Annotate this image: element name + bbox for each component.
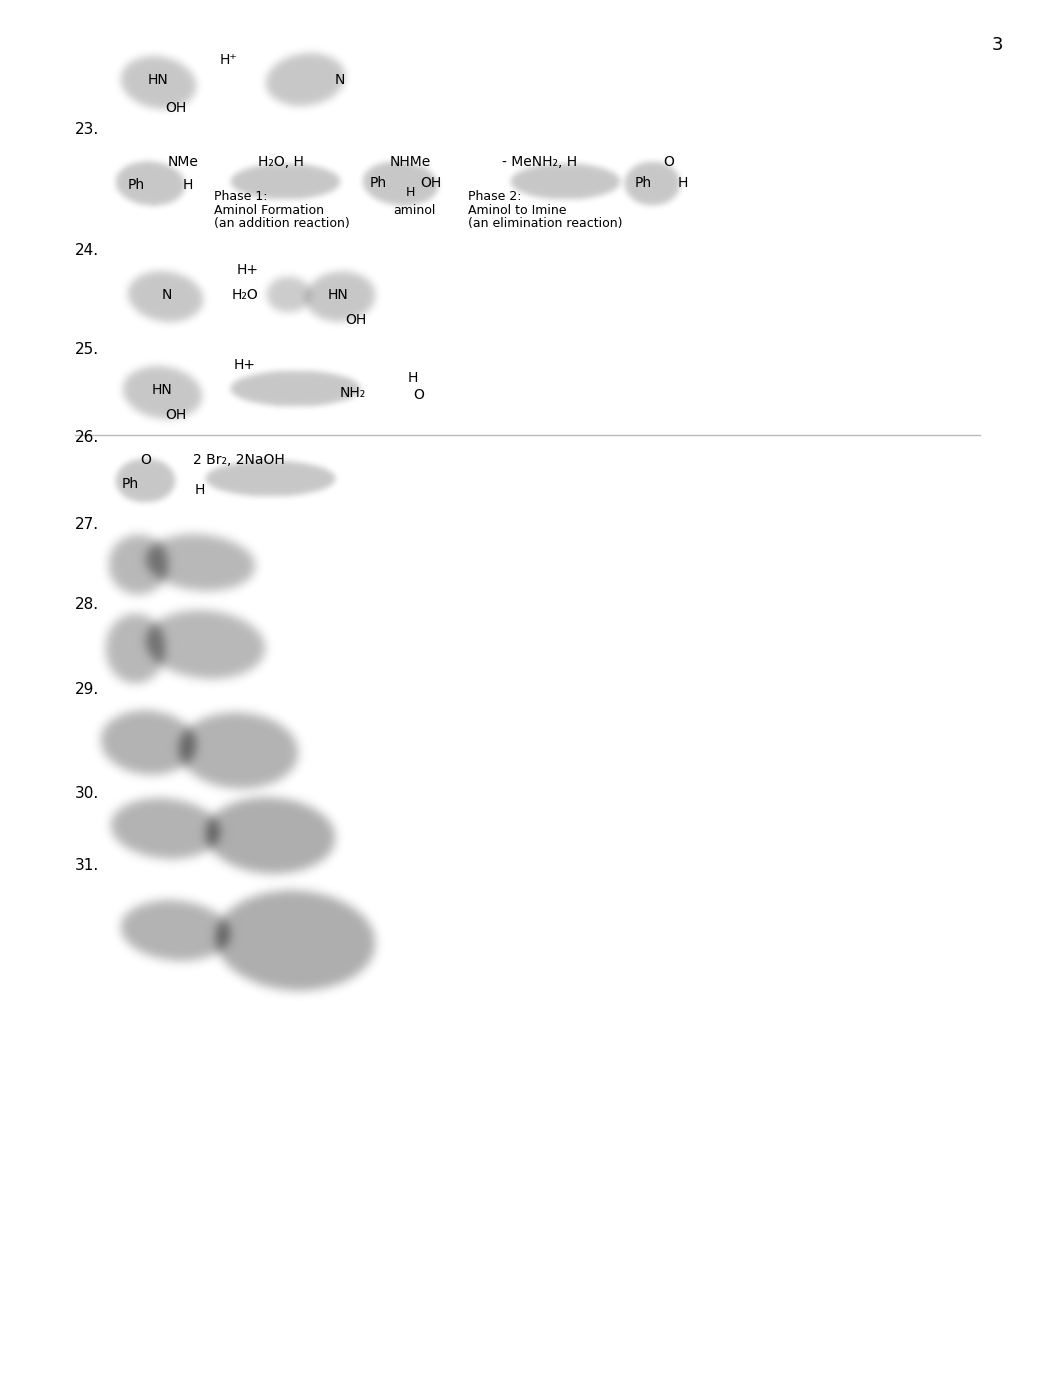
Text: OH: OH	[419, 176, 441, 190]
Text: N: N	[335, 73, 345, 87]
Text: 26.: 26.	[75, 430, 99, 445]
Text: H: H	[678, 176, 688, 190]
Text: H: H	[406, 186, 415, 198]
Text: (an elimination reaction): (an elimination reaction)	[468, 218, 622, 230]
Text: OH: OH	[165, 101, 186, 116]
Text: O: O	[140, 453, 151, 467]
Text: HN: HN	[152, 383, 173, 397]
Text: Ph: Ph	[129, 178, 145, 191]
Text: 28.: 28.	[75, 598, 99, 611]
Text: OH: OH	[165, 408, 186, 421]
Text: Aminol Formation: Aminol Formation	[215, 204, 324, 216]
Text: Aminol to Imine: Aminol to Imine	[468, 204, 566, 216]
Text: H⁺: H⁺	[220, 52, 238, 67]
Text: H₂O, H: H₂O, H	[258, 156, 304, 169]
Text: N: N	[162, 288, 172, 302]
Text: H+: H+	[234, 358, 256, 372]
Text: HN: HN	[328, 288, 348, 302]
Text: Ph: Ph	[635, 176, 652, 190]
Text: 29.: 29.	[75, 682, 99, 697]
Text: 2 Br₂, 2NaOH: 2 Br₂, 2NaOH	[193, 453, 285, 467]
Text: H: H	[195, 483, 205, 497]
Text: HN: HN	[148, 73, 169, 87]
Text: - MeNH₂, H: - MeNH₂, H	[502, 156, 577, 169]
Text: 24.: 24.	[75, 242, 99, 257]
Text: aminol: aminol	[393, 204, 435, 216]
Text: 31.: 31.	[75, 858, 99, 873]
Text: OH: OH	[345, 313, 366, 326]
Text: H₂O: H₂O	[232, 288, 259, 302]
Text: NH₂: NH₂	[340, 386, 366, 399]
Text: NHMe: NHMe	[390, 156, 431, 169]
Text: 3: 3	[991, 36, 1003, 54]
Text: H: H	[183, 178, 193, 191]
Text: O: O	[663, 156, 674, 169]
Text: Phase 1:: Phase 1:	[215, 190, 268, 202]
Text: H+: H+	[237, 263, 259, 277]
Text: H: H	[408, 370, 418, 386]
Text: 25.: 25.	[75, 341, 99, 357]
Text: Ph: Ph	[122, 476, 139, 492]
Text: Phase 2:: Phase 2:	[468, 190, 521, 202]
Text: NMe: NMe	[168, 156, 199, 169]
Text: (an addition reaction): (an addition reaction)	[215, 218, 349, 230]
Text: 23.: 23.	[75, 123, 99, 136]
Text: Ph: Ph	[370, 176, 388, 190]
Text: 30.: 30.	[75, 786, 99, 801]
Text: O: O	[413, 388, 424, 402]
Text: 27.: 27.	[75, 516, 99, 532]
